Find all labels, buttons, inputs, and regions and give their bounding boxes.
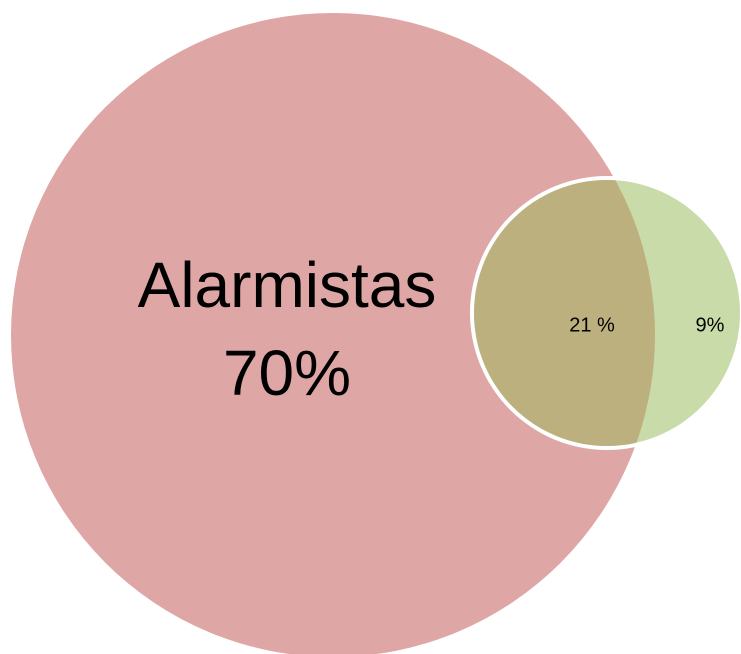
remainder-share: 9% — [696, 314, 725, 336]
circle-label: Alarmistas — [138, 249, 437, 321]
circle-share: 70% — [223, 337, 351, 409]
alarmistas-circle — [11, 13, 655, 654]
overlap-share: 21 % — [569, 314, 615, 336]
overlap-region — [474, 180, 655, 446]
